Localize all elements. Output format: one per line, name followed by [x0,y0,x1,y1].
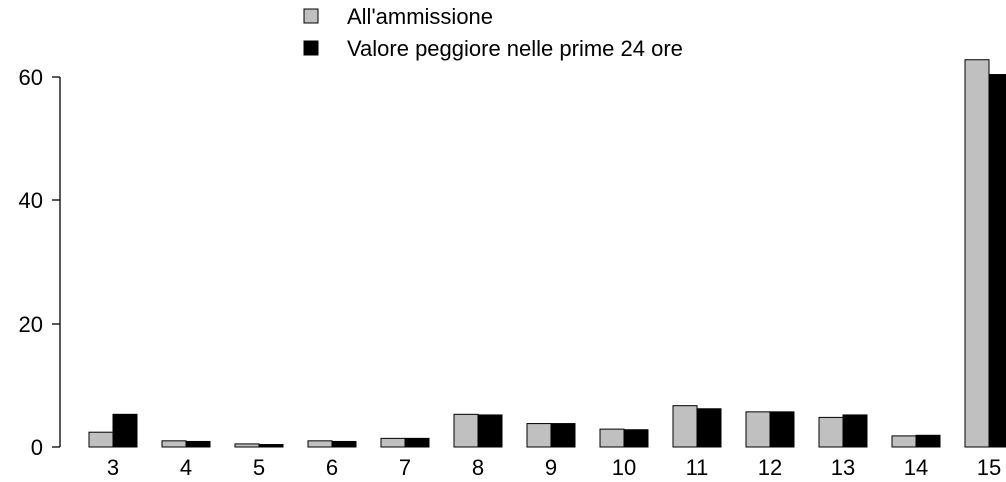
x-tick-label-11: 11 [686,455,709,480]
x-tick-labels: 3 4 5 6 7 8 9 10 11 12 13 14 15 [107,455,1001,480]
y-tick-label-20: 20 [19,312,43,337]
x-tick-label-3: 3 [107,455,119,480]
x-tick-label-7: 7 [399,455,411,480]
legend: All'ammissione Valore peggiore nelle pri… [303,4,683,61]
bar-series-0-cat-8 [453,413,479,448]
bar-series-0-cat-11 [672,405,698,448]
bar-series-1-cat-15 [988,74,1006,448]
y-tick-label-40: 40 [19,188,43,213]
bar-series-0-cat-15 [964,59,990,448]
bar-series-0-cat-3 [88,431,114,448]
bar-series-0-cat-9 [526,423,552,448]
bar-series-1-cat-5 [258,444,284,448]
legend-swatch-series-1 [303,40,319,56]
x-tick-label-5: 5 [253,455,265,480]
bar-series-1-cat-13 [842,414,868,448]
bar-series-1-cat-9 [550,423,576,448]
legend-swatch-series-0 [303,8,319,24]
bar-series-1-cat-12 [769,411,795,448]
bar-series-1-cat-11 [696,408,722,448]
x-tick-label-8: 8 [472,455,484,480]
bar-series-0-cat-12 [745,411,771,448]
x-tick-label-12: 12 [758,455,782,480]
bar-series-1-cat-8 [477,414,503,448]
bar-series-0-cat-14 [891,435,917,448]
bar-series-0-cat-6 [307,440,333,448]
x-tick-label-9: 9 [545,455,557,480]
x-tick-label-13: 13 [831,455,855,480]
bar-series-1-cat-7 [404,437,430,448]
bar-series-0-cat-4 [161,440,187,448]
bar-series-1-cat-3 [112,413,138,448]
bar-series-1-cat-4 [185,440,211,448]
x-tick-label-6: 6 [326,455,338,480]
bar-series-0-cat-10 [599,428,625,448]
x-tick-label-15: 15 [977,455,1001,480]
bar-series-1-cat-6 [331,440,357,448]
x-tick-label-14: 14 [904,455,928,480]
bar-series-1-cat-10 [623,429,649,448]
bar-series-0-cat-13 [818,416,844,448]
x-tick-label-10: 10 [612,455,636,480]
x-tick-label-4: 4 [180,455,192,480]
legend-label-series-0: All'ammissione [347,4,493,29]
legend-label-series-1: Valore peggiore nelle prime 24 ore [347,36,683,61]
bar-series-0-cat-7 [380,437,406,448]
y-tick-label-0: 0 [31,435,43,460]
y-tick-label-60: 60 [19,65,43,90]
bar-series-0-cat-5 [234,443,260,448]
bars-group [88,59,1006,448]
bar-series-1-cat-14 [915,434,941,448]
